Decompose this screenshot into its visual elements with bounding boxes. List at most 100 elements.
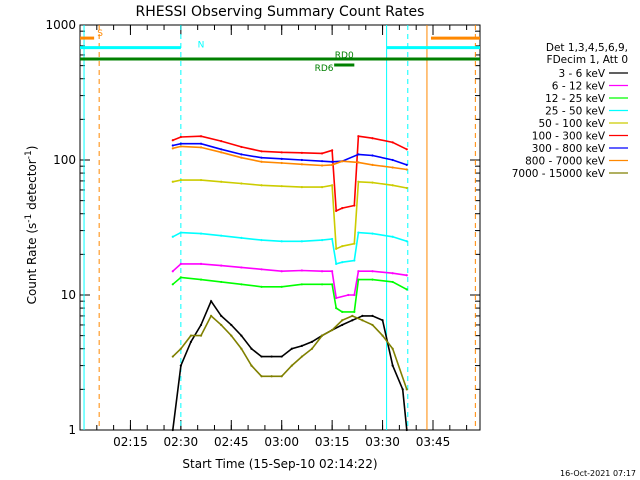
series-point	[280, 185, 283, 188]
series-point	[331, 283, 334, 286]
series-point	[240, 334, 243, 337]
series-point	[220, 323, 223, 327]
series-point	[179, 231, 182, 234]
series-point	[199, 146, 203, 149]
series-point	[260, 355, 263, 358]
x-tick-label: 02:15	[113, 435, 148, 449]
series-point	[357, 278, 360, 281]
series-point	[240, 266, 243, 269]
series-point	[171, 355, 174, 358]
series-point	[300, 240, 303, 243]
y-label-main: Count Rate (s	[25, 223, 39, 305]
series-point	[320, 152, 324, 155]
series-point	[250, 347, 253, 350]
series-point	[290, 347, 293, 350]
series-point	[179, 347, 182, 350]
series-point	[280, 270, 283, 273]
series-point	[179, 135, 182, 139]
series-point	[353, 242, 356, 245]
legend-entry-label: 50 - 100 keV	[538, 118, 605, 130]
series-point	[335, 247, 338, 250]
series-point	[179, 276, 182, 279]
series-point	[199, 334, 203, 337]
series-point	[300, 344, 303, 347]
series-point	[320, 185, 324, 189]
series-point	[250, 364, 253, 367]
series-point	[341, 261, 344, 264]
series-point	[199, 323, 203, 327]
series-point	[335, 296, 338, 300]
series-point	[357, 270, 360, 273]
series-point	[331, 237, 334, 241]
series-point	[320, 270, 324, 273]
series-point	[240, 347, 243, 350]
series-point	[391, 280, 394, 284]
series-point	[405, 148, 408, 151]
y-label-mid: detector	[25, 159, 39, 214]
series-point	[331, 163, 334, 166]
series-point	[199, 178, 203, 182]
series-point	[320, 164, 324, 167]
legend-entry-label: 6 - 12 keV	[552, 81, 606, 93]
series-point	[351, 314, 354, 318]
series-point	[189, 334, 193, 337]
series-point	[260, 156, 263, 159]
series-point	[240, 145, 243, 149]
series-point	[335, 262, 338, 265]
series-point	[331, 184, 334, 187]
series-point	[391, 347, 394, 350]
series-point	[405, 240, 408, 243]
series-point	[335, 209, 338, 212]
series-point	[179, 262, 182, 265]
series-point	[341, 319, 344, 322]
legend-entry-label: 3 - 6 keV	[558, 68, 605, 80]
series-point	[260, 160, 263, 163]
flag-label-n: N	[198, 40, 205, 50]
series-point	[353, 204, 356, 207]
series-point	[391, 141, 394, 144]
series-point	[240, 156, 243, 159]
series-point	[220, 280, 223, 284]
series-point	[189, 340, 193, 343]
series-point	[260, 285, 263, 288]
series-point	[300, 355, 303, 358]
series-point	[357, 135, 360, 138]
series-point	[300, 158, 303, 162]
y-label-sup2: -1	[24, 150, 34, 159]
series-point	[240, 153, 243, 156]
series-point	[199, 278, 203, 281]
series-point	[371, 163, 374, 166]
series-point	[171, 147, 174, 150]
series-point	[353, 310, 356, 313]
series-point	[371, 137, 374, 140]
series-line-6	[172, 142, 408, 166]
series-point	[179, 178, 182, 182]
series-point	[353, 259, 356, 262]
series-point	[230, 323, 233, 327]
series-point	[310, 347, 314, 350]
flag-label-rd6: RD6	[315, 64, 334, 74]
series-point	[405, 186, 408, 190]
series-point	[320, 283, 324, 286]
series-point	[401, 388, 404, 391]
series-point	[381, 334, 384, 337]
series-point	[341, 207, 344, 210]
series-point	[351, 319, 354, 322]
y-label-end: )	[25, 146, 39, 151]
legend-entry-label: 300 - 800 keV	[532, 143, 606, 155]
y-label-sup1: -1	[24, 214, 34, 223]
series-point	[280, 355, 283, 358]
x-tick-label: 03:45	[416, 435, 451, 449]
legend-entry-label: 7000 - 15000 keV	[512, 168, 606, 180]
x-axis-label: Start Time (15-Sep-10 02:14:22)	[182, 457, 377, 471]
series-point	[405, 288, 408, 291]
legend-entry-label: 12 - 25 keV	[545, 93, 606, 105]
series-point	[341, 323, 344, 327]
series-point	[260, 239, 263, 242]
series-point	[280, 161, 283, 165]
x-tick-label: 03:30	[365, 435, 400, 449]
series-point	[361, 319, 364, 322]
series-point	[391, 272, 394, 275]
legend-header-line: FDecim 1, Att 0	[547, 54, 628, 66]
legend-entry-label: 25 - 50 keV	[545, 106, 606, 118]
